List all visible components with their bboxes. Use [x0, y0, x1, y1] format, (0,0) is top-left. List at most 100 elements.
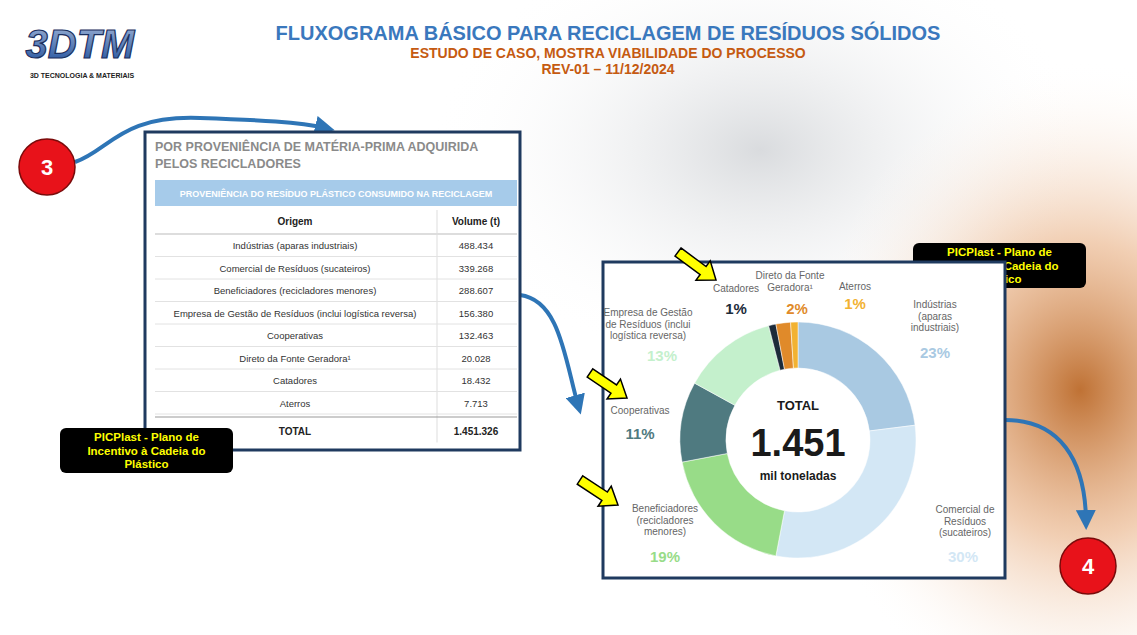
center-annotation: mil toneladas — [760, 469, 837, 483]
table-cell: Empresa de Gestão de Resíduos (inclui lo… — [174, 308, 417, 319]
text-line: Cooperativas — [611, 405, 670, 416]
center-annotation: 1.451 — [750, 422, 845, 464]
table-cell: 18.432 — [461, 375, 490, 386]
table-cell: 20.028 — [461, 353, 490, 364]
column-header: Volume (t) — [452, 216, 500, 227]
text-line: (recicladores — [636, 515, 693, 526]
note-text: PICPlast - Plano deIncentivo à Cadeia do… — [87, 431, 205, 470]
pointer-shape — [671, 242, 723, 289]
flow-arrow — [1005, 420, 1086, 520]
text-line: Geradora¹ — [767, 282, 813, 293]
table-cell: Comercial de Resíduos (sucateiros) — [219, 263, 370, 274]
category-label: Catadores — [713, 283, 759, 294]
table-cell: Cooperativas — [267, 330, 323, 341]
column-header: Origem — [277, 216, 312, 227]
table-cell: Beneficiadores (recicladores menores) — [214, 285, 377, 296]
flow-arrow — [520, 295, 578, 405]
table-frame — [145, 132, 520, 450]
category-label: Empresa de Gestãode Resíduos (incluilogí… — [604, 307, 693, 341]
text-line: Aterros — [839, 281, 871, 292]
table-rule — [155, 256, 517, 257]
pointer-arrow — [583, 363, 633, 408]
table-cell: Indústrias (aparas industriais) — [233, 240, 358, 251]
step-number: 4 — [1082, 554, 1095, 579]
text-line: Beneficiadores — [632, 503, 698, 514]
slice — [791, 322, 798, 368]
pointer-shape — [573, 470, 624, 515]
category-label: Beneficiadores(recicladoresmenores) — [632, 503, 698, 537]
column-separator — [437, 210, 438, 443]
text-line: Comercial de — [936, 504, 995, 515]
table-caption: PROVENIÊNCIA DO RESÍDUO PLÁSTICO CONSUMI… — [180, 188, 492, 199]
table-total: 1.451.326 — [454, 426, 499, 437]
center-annotation: TOTAL — [777, 398, 819, 413]
table-rule — [155, 414, 517, 415]
step-circle — [19, 139, 75, 195]
step-badge: 3 — [19, 139, 75, 195]
slide: 3DTM 3D TECNOLOGIA & MATERIAIS FLUXOGRAMA … — [0, 0, 1137, 635]
text-line: Catadores — [713, 283, 759, 294]
data-label: 13% — [647, 347, 677, 364]
chart-panel: TOTAL 1.451 mil toneladas Indústrias(aparas… — [603, 262, 1005, 578]
category-label: Cooperativas — [611, 405, 670, 416]
table-rule — [155, 417, 517, 418]
text-line: (aparas — [918, 311, 952, 322]
text-line: Indústrias — [913, 299, 956, 310]
table-cell: Direto da Fonte Geradora¹ — [239, 353, 350, 364]
table-rule — [155, 279, 517, 280]
text-line: logística reversa) — [610, 330, 686, 341]
table-rule — [155, 234, 517, 235]
title: FLUXOGRAMA BÁSICO PARA RECICLAGEM DE RES… — [276, 21, 941, 44]
text-line: Plástico — [124, 458, 168, 470]
table-caption-band — [155, 180, 517, 206]
category-label: Indústrias(aparasindustriais) — [911, 299, 959, 333]
data-label: 23% — [920, 344, 950, 361]
data-label: 19% — [650, 548, 680, 565]
table-cell: 7.713 — [464, 398, 488, 409]
note-box — [60, 428, 233, 473]
data-label: 11% — [625, 425, 654, 442]
step-number: 3 — [41, 155, 53, 180]
logo-subtitle: 3D TECNOLOGIA & MATERIAIS — [30, 72, 135, 79]
table-total: TOTAL — [279, 426, 311, 437]
step-badge: 4 — [1060, 538, 1116, 594]
text-line: de Resíduos (inclui — [605, 319, 690, 330]
text-line: POR PROVENIÊNCIA DE MATÉRIA-PRIMA ADQUIR… — [155, 139, 478, 154]
text-line: menores) — [644, 526, 686, 537]
slice — [798, 322, 915, 431]
category-label: Direto da FonteGeradora¹ — [756, 270, 825, 293]
header: 3DTM 3D TECNOLOGIA & MATERIAIS FLUXOGRAMA … — [26, 21, 941, 79]
table-rule — [155, 324, 517, 325]
page: 3DTM 3D TECNOLOGIA & MATERIAIS FLUXOGRAMA … — [0, 0, 1137, 635]
text-line: industriais) — [911, 322, 959, 333]
chart-frame — [603, 262, 1005, 578]
data-label: 2% — [786, 300, 808, 317]
revision: REV-01 – 11/12/2024 — [541, 61, 674, 77]
table-rule — [155, 301, 517, 302]
text-line: Resíduos — [944, 516, 986, 527]
logo: 3DTM — [26, 22, 137, 66]
text-line: PELOS RECICLADORES — [155, 157, 301, 171]
table-rule — [155, 369, 517, 370]
table-rule — [155, 391, 517, 392]
text-line: Direto da Fonte — [756, 270, 825, 281]
text-line: (sucateiros) — [939, 527, 991, 538]
note: PICPlast - Plano deIncentivo à Cadeia do… — [60, 428, 233, 473]
table-cell: Catadores — [273, 375, 317, 386]
slice — [695, 326, 780, 406]
pointer-shape — [583, 363, 633, 408]
pointer-arrow — [573, 470, 624, 515]
table-heading: POR PROVENIÊNCIA DE MATÉRIA-PRIMA ADQUIR… — [155, 139, 478, 171]
background — [0, 0, 1137, 635]
text-line: Incentivo à Cadeia do — [87, 445, 205, 457]
step-circle — [1060, 538, 1116, 594]
category-label: Aterros — [839, 281, 871, 292]
pointer-arrow — [671, 242, 723, 289]
table-cell: 288.607 — [459, 285, 493, 296]
data-label: 30% — [948, 548, 978, 565]
text-line: Empresa de Gestão — [604, 307, 693, 318]
data-label: 1% — [725, 300, 747, 317]
table-cell: Aterros — [280, 398, 311, 409]
table-rule — [155, 346, 517, 347]
data-label: 1% — [844, 295, 866, 312]
